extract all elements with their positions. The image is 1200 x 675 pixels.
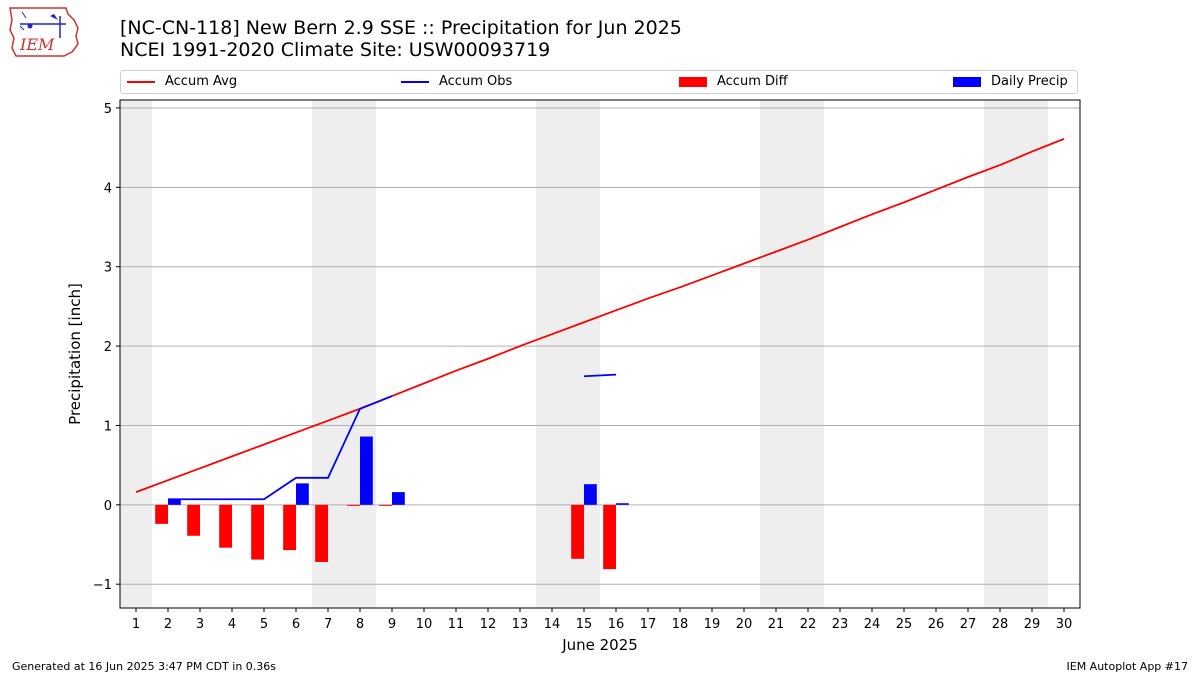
y-tick-label: 4 <box>104 181 112 196</box>
x-tick-label: 7 <box>324 617 332 632</box>
y-tick-label: −1 <box>93 578 112 593</box>
weekend-shading <box>120 100 1048 608</box>
y-tick-label: 1 <box>104 419 112 434</box>
iem-logo-icon: IEM <box>9 7 79 57</box>
x-tick-label: 29 <box>1024 617 1041 632</box>
x-tick-label: 20 <box>736 617 753 632</box>
x-tick-label: 5 <box>260 617 268 632</box>
accum-diff-bar-7 <box>315 504 328 562</box>
y-tick-label: 3 <box>104 261 112 276</box>
legend-swatch-accum-diff <box>679 76 707 87</box>
legend-item-daily-precip: Daily Precip <box>953 74 1068 89</box>
x-axis-ticks: 1 2 3 4 5 6 7 8 9 10 11 12 13 14 15 16 17 18 19 20 21 22 23 24 2… <box>132 608 1072 632</box>
legend-label-accum-obs: Accum Obs <box>439 74 513 89</box>
x-tick-label: 18 <box>672 617 689 632</box>
weekend-shade-3 <box>760 100 824 608</box>
legend-label-daily-precip: Daily Precip <box>991 74 1068 89</box>
x-tick-label: 4 <box>228 617 236 632</box>
accum-obs-line-0 <box>168 395 393 501</box>
x-tick-label: 26 <box>928 617 945 632</box>
x-tick-label: 11 <box>448 617 465 632</box>
legend-swatch-daily-precip <box>953 76 981 87</box>
weekend-shade-2 <box>536 100 600 608</box>
x-tick-label: 24 <box>864 617 881 632</box>
x-tick-label: 3 <box>196 617 204 632</box>
x-tick-label: 12 <box>480 617 497 632</box>
daily-precip-bar-2 <box>168 499 181 505</box>
x-tick-label: 25 <box>896 617 913 632</box>
x-tick-label: 17 <box>640 617 657 632</box>
plot-frame <box>119 99 1081 609</box>
x-tick-label: 6 <box>292 617 300 632</box>
x-tick-label: 13 <box>512 617 529 632</box>
accum-diff-bar-5 <box>251 504 264 560</box>
legend-label-accum-avg: Accum Avg <box>165 74 238 89</box>
bars <box>155 436 629 570</box>
accum-avg-line <box>135 138 1065 493</box>
accum-diff-bar-3 <box>187 504 200 536</box>
daily-precip-bar-9 <box>392 492 405 505</box>
legend-swatch-accum-avg <box>127 80 155 83</box>
legend: Accum Avg Accum Obs Accum Diff Daily Pre… <box>120 70 1078 94</box>
x-tick-label: 30 <box>1056 617 1073 632</box>
x-tick-label: 14 <box>544 617 561 632</box>
legend-item-accum-diff: Accum Diff <box>679 74 788 89</box>
x-tick-label: 22 <box>800 617 817 632</box>
weekend-shade-0 <box>120 100 152 608</box>
grid-lines <box>120 107 1080 585</box>
x-tick-label: 21 <box>768 617 785 632</box>
y-tick-label: 2 <box>104 340 112 355</box>
x-tick-label: 9 <box>388 617 396 632</box>
x-tick-label: 15 <box>576 617 593 632</box>
footer-generated: Generated at 16 Jun 2025 3:47 PM CDT in … <box>12 660 277 673</box>
x-tick-label: 16 <box>608 617 625 632</box>
daily-precip-bar-15 <box>584 484 597 505</box>
accum-diff-bar-6 <box>283 504 296 551</box>
x-tick-label: 8 <box>356 617 364 632</box>
y-tick-label: 5 <box>104 102 112 117</box>
accum-diff-bar-8 <box>347 504 360 506</box>
x-axis-label: June 2025 <box>561 636 638 654</box>
logo-text: IEM <box>19 35 55 54</box>
chart-subtitle: NCEI 1991-2020 Climate Site: USW00093719 <box>120 39 551 61</box>
x-tick-label: 23 <box>832 617 849 632</box>
weekend-shade-4 <box>984 100 1048 608</box>
footer-app: IEM Autoplot App #17 <box>1066 660 1189 673</box>
legend-item-accum-obs: Accum Obs <box>401 74 512 89</box>
x-tick-label: 27 <box>960 617 977 632</box>
y-axis-ticks: −1 0 1 2 3 4 5 <box>93 102 120 593</box>
chart-title: [NC-CN-118] New Bern 2.9 SSE :: Precipit… <box>120 17 682 39</box>
x-tick-label: 19 <box>704 617 721 632</box>
accum-diff-bar-15 <box>571 504 584 559</box>
x-tick-label: 10 <box>416 617 433 632</box>
x-tick-label: 1 <box>132 617 140 632</box>
x-tick-label: 2 <box>164 617 172 632</box>
daily-precip-bar-8 <box>360 436 373 505</box>
daily-precip-bar-16 <box>616 503 629 505</box>
legend-item-accum-avg: Accum Avg <box>127 74 237 89</box>
accum-diff-bar-16 <box>603 504 616 570</box>
y-axis-label: Precipitation [inch] <box>66 283 84 425</box>
accum-diff-bar-2 <box>155 504 168 524</box>
series-lines <box>135 138 1065 501</box>
accum-obs-line-1 <box>583 373 617 378</box>
accum-diff-bar-4 <box>219 504 232 548</box>
legend-swatch-accum-obs <box>401 80 429 83</box>
x-tick-label: 28 <box>992 617 1009 632</box>
legend-label-accum-diff: Accum Diff <box>717 74 788 89</box>
accum-diff-bar-9 <box>379 504 392 506</box>
y-tick-label: 0 <box>104 499 112 514</box>
daily-precip-bar-6 <box>296 483 309 505</box>
